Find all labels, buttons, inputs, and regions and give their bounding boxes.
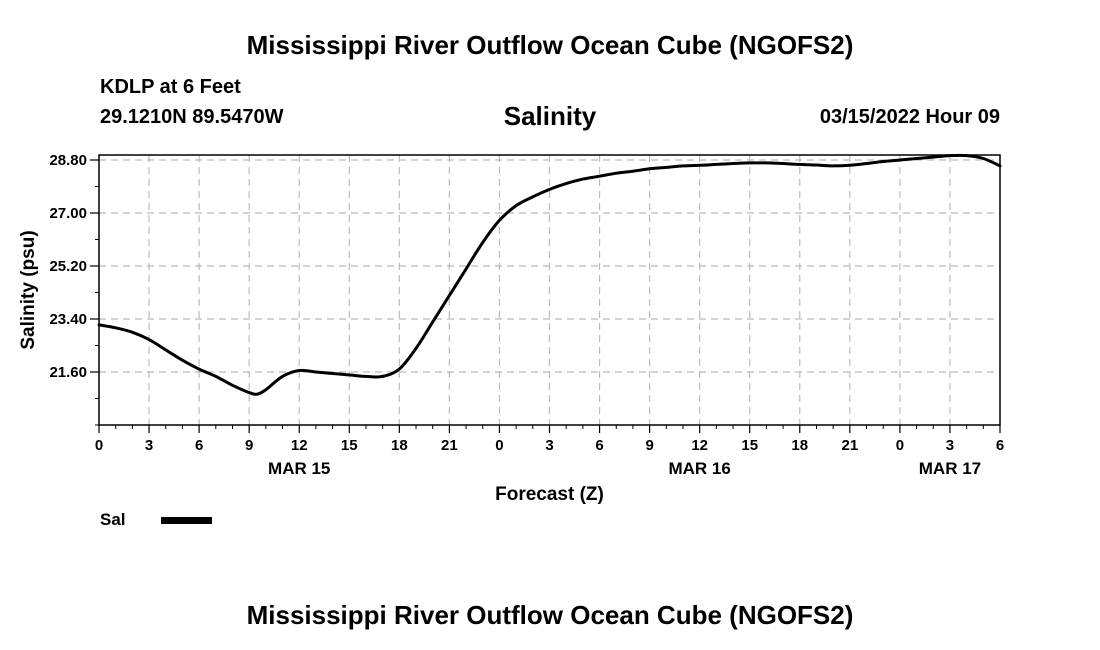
x-tick-label: 12 [691, 437, 708, 454]
chart-footer-title: Mississippi River Outflow Ocean Cube (NG… [246, 600, 854, 630]
legend-label: Sal [100, 510, 126, 529]
x-tick-label: 6 [195, 437, 203, 454]
axis-ticks [90, 159, 1001, 433]
x-tick-label: 0 [95, 437, 103, 454]
x-axis-label: Forecast (Z) [495, 484, 604, 505]
x-tick-label: 6 [996, 437, 1004, 454]
forecast-timestamp: 03/15/2022 Hour 09 [819, 106, 1000, 128]
x-tick-label: 9 [245, 437, 253, 454]
y-axis-label: Salinity (psu) [18, 230, 39, 349]
x-tick-label: 15 [741, 437, 758, 454]
x-tick-label: 0 [495, 437, 503, 454]
legend-line-swatch [161, 517, 212, 524]
x-tick-label: 9 [645, 437, 653, 454]
x-tick-label: 3 [145, 437, 153, 454]
grid-lines [99, 155, 1000, 425]
x-tick-label: 12 [291, 437, 308, 454]
y-tick-label: 21.60 [49, 364, 87, 381]
x-tick-label: 18 [391, 437, 408, 454]
x-tick-label: 18 [791, 437, 808, 454]
y-tick-label: 28.80 [49, 152, 87, 169]
y-tick-label: 25.20 [49, 258, 87, 275]
plot-frame [98, 154, 1001, 426]
x-tick-label: 15 [341, 437, 358, 454]
y-tick-label: 27.00 [49, 205, 87, 222]
y-tick-label: 23.40 [49, 311, 87, 328]
x-tick-label: 0 [896, 437, 904, 454]
tick-labels: 0 3 6 9 12 15 18 21 0 3 6 9 12 15 18 21 0 3 6 MAR 15 MAR 16 M… [49, 152, 1004, 478]
x-tick-label: 3 [946, 437, 954, 454]
x-date-label: MAR 15 [268, 459, 330, 478]
chart-main-title: Mississippi River Outflow Ocean Cube (NG… [246, 30, 854, 60]
variable-title: Salinity [503, 101, 597, 131]
series-layer [97, 153, 1002, 396]
x-date-label: MAR 17 [919, 459, 981, 478]
station-label: KDLP at 6 Feet [100, 76, 241, 98]
x-tick-label: 6 [595, 437, 603, 454]
series-line-sal [97, 153, 1002, 396]
x-tick-label: 3 [545, 437, 553, 454]
station-coordinates: 29.1210N 89.5470W [100, 106, 284, 128]
x-tick-label: 21 [441, 437, 458, 454]
x-date-label: MAR 16 [668, 459, 730, 478]
x-tick-label: 21 [841, 437, 858, 454]
